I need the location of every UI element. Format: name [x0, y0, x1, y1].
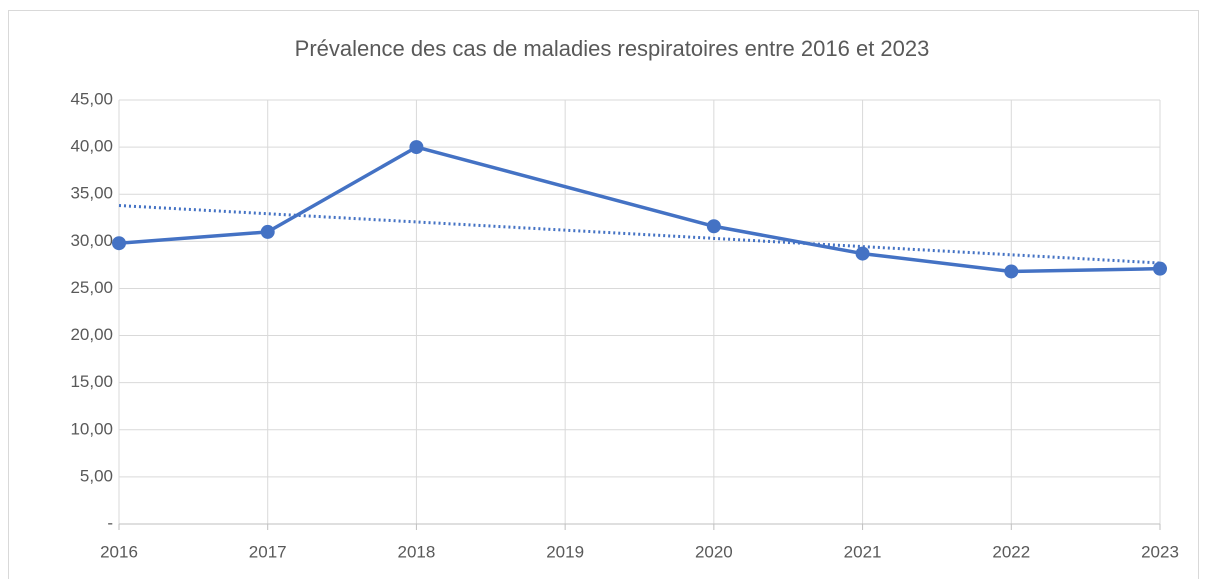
y-tick-label: 10,00 — [70, 419, 113, 438]
chart-frame — [8, 10, 1199, 579]
x-tick-label: 2017 — [249, 542, 287, 561]
data-point — [112, 236, 126, 251]
data-point — [855, 246, 870, 261]
x-tick-label: 2016 — [100, 542, 138, 561]
x-tick-label: 2023 — [1141, 542, 1179, 561]
y-tick-label: 30,00 — [70, 231, 113, 250]
data-point — [1153, 261, 1167, 276]
y-tick-label: 15,00 — [70, 372, 113, 391]
y-tick-label: 20,00 — [70, 325, 113, 344]
x-tick-label: 2021 — [844, 542, 882, 561]
data-point — [1004, 264, 1019, 279]
x-tick-label: 2020 — [695, 542, 733, 561]
y-tick-label: 35,00 — [70, 184, 113, 203]
data-point — [260, 224, 275, 239]
trendline — [118, 204, 1161, 265]
y-tick-label: - — [107, 513, 113, 532]
y-tick-label: 25,00 — [70, 278, 113, 297]
y-tick-label: 45,00 — [70, 89, 113, 108]
x-tick-label: 2018 — [398, 542, 436, 561]
y-tick-label: 40,00 — [70, 137, 113, 156]
chart-title: Prévalence des cas de maladies respirato… — [295, 36, 930, 61]
x-tick-label: 2019 — [546, 542, 584, 561]
y-tick-label: 5,00 — [80, 466, 113, 485]
data-point — [409, 140, 424, 155]
x-tick-label: 2022 — [992, 542, 1030, 561]
data-point — [706, 219, 721, 234]
